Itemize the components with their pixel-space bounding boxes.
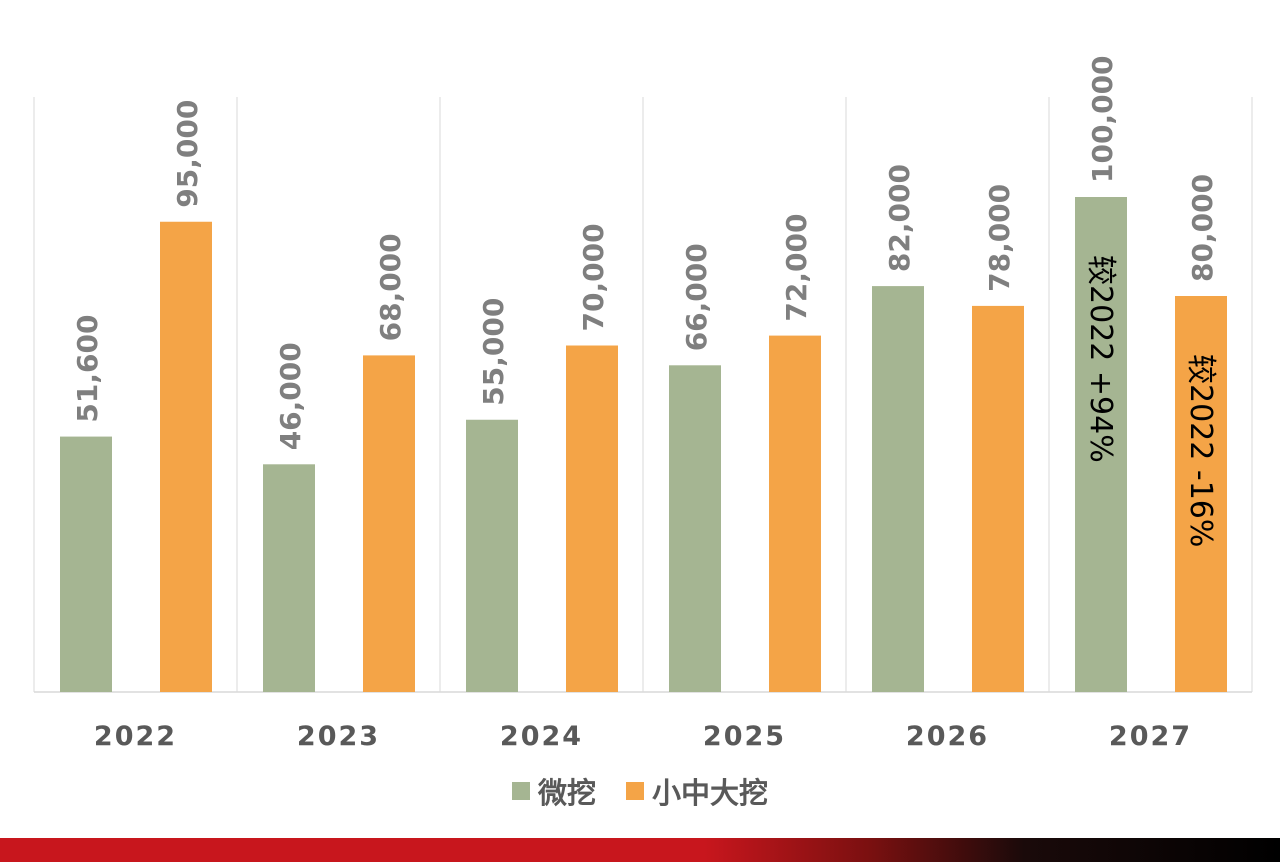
bar-small-medium-large-2023	[363, 355, 415, 692]
data-label-micro-2022: 51,600	[71, 315, 104, 423]
legend-swatch-small-medium-large	[626, 782, 644, 800]
grid-layer	[33, 97, 1253, 693]
x-tick-label-2023: 2023	[297, 721, 380, 752]
data-label-small-medium-large-2025: 72,000	[780, 214, 813, 322]
data-label-micro-2024: 55,000	[477, 298, 510, 406]
bar-small-medium-large-2027	[1175, 296, 1227, 692]
legend: 微挖 小中大挖	[0, 770, 1280, 812]
x-tick-label-2025: 2025	[703, 721, 786, 752]
legend-label-small-medium-large: 小中大挖	[652, 776, 769, 810]
bar-micro-2027	[1075, 197, 1127, 692]
data-label-small-medium-large-2026: 78,000	[983, 184, 1016, 292]
legend-label-micro: 微挖	[537, 776, 596, 810]
data-label-micro-2025: 66,000	[680, 243, 713, 351]
bar-micro-2026	[872, 286, 924, 692]
bar-small-medium-large-2022	[160, 221, 212, 692]
bar-small-medium-large-2025	[769, 335, 821, 692]
data-label-small-medium-large-2024: 70,000	[577, 223, 610, 331]
bar-micro-2024	[466, 419, 518, 692]
x-tick-label-2022: 2022	[94, 721, 177, 752]
data-label-small-medium-large-2022: 95,000	[171, 100, 204, 208]
data-label-small-medium-large-2023: 68,000	[374, 233, 407, 341]
bar-micro-2023	[263, 464, 315, 692]
legend-swatch-micro	[511, 782, 530, 800]
data-label-micro-2027: 100,000	[1086, 55, 1119, 183]
x-tick-label-2024: 2024	[500, 721, 583, 752]
bar-micro-2025	[669, 365, 721, 692]
labels-layer: 51,600 95,000 46,000 68,000 55,000 70,000 66,0…	[71, 55, 1219, 547]
x-tick-label-2026: 2026	[906, 721, 989, 752]
x-tick-labels: 2022 2023 2024 2025 2026 2027	[94, 721, 1192, 752]
bar-micro-2022	[60, 436, 112, 692]
data-label-micro-2023: 46,000	[274, 342, 307, 450]
footer-color-bar	[0, 838, 1280, 862]
bar-small-medium-large-2024	[566, 345, 618, 692]
bar-small-medium-large-2026	[972, 305, 1024, 692]
annotation-micro-2027: 较2022 +94%	[1083, 255, 1118, 463]
legend-item-micro[interactable]: 微挖	[511, 770, 596, 812]
data-label-micro-2026: 82,000	[883, 164, 916, 272]
legend-item-small-medium-large[interactable]: 小中大挖	[626, 770, 768, 812]
annotation-small-medium-large-2027: 较2022 -16%	[1183, 354, 1218, 547]
bars-layer	[60, 197, 1227, 692]
data-label-small-medium-large-2027: 80,000	[1186, 174, 1219, 282]
x-tick-label-2027: 2027	[1109, 721, 1192, 752]
